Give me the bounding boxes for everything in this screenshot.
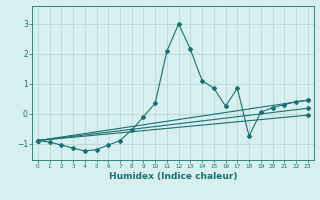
- X-axis label: Humidex (Indice chaleur): Humidex (Indice chaleur): [108, 172, 237, 181]
